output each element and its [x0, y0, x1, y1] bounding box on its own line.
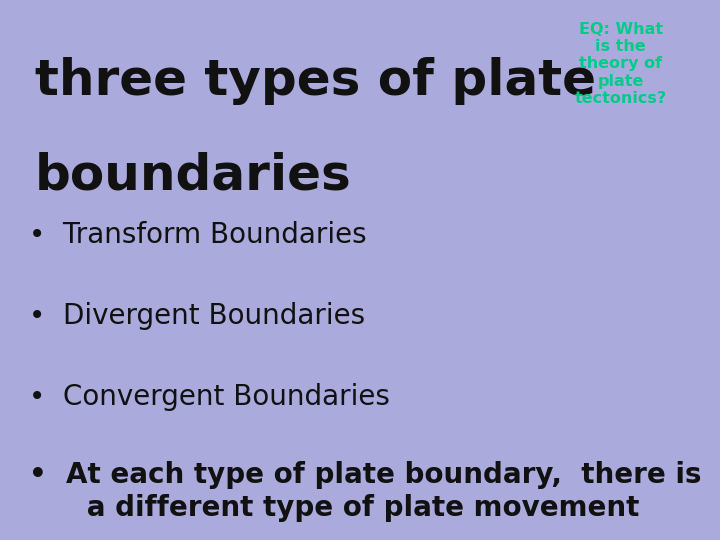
Text: •  Divergent Boundaries: • Divergent Boundaries — [29, 302, 365, 330]
Text: three types of plate: three types of plate — [35, 57, 595, 105]
Text: •  Transform Boundaries: • Transform Boundaries — [29, 221, 366, 249]
Text: boundaries: boundaries — [35, 151, 351, 199]
Text: EQ: What
is the
theory of
plate
tectonics?: EQ: What is the theory of plate tectonic… — [575, 22, 667, 106]
Text: •  At each type of plate boundary,  there is
      a different type of plate mov: • At each type of plate boundary, there … — [29, 461, 701, 522]
Text: •  Convergent Boundaries: • Convergent Boundaries — [29, 383, 390, 411]
